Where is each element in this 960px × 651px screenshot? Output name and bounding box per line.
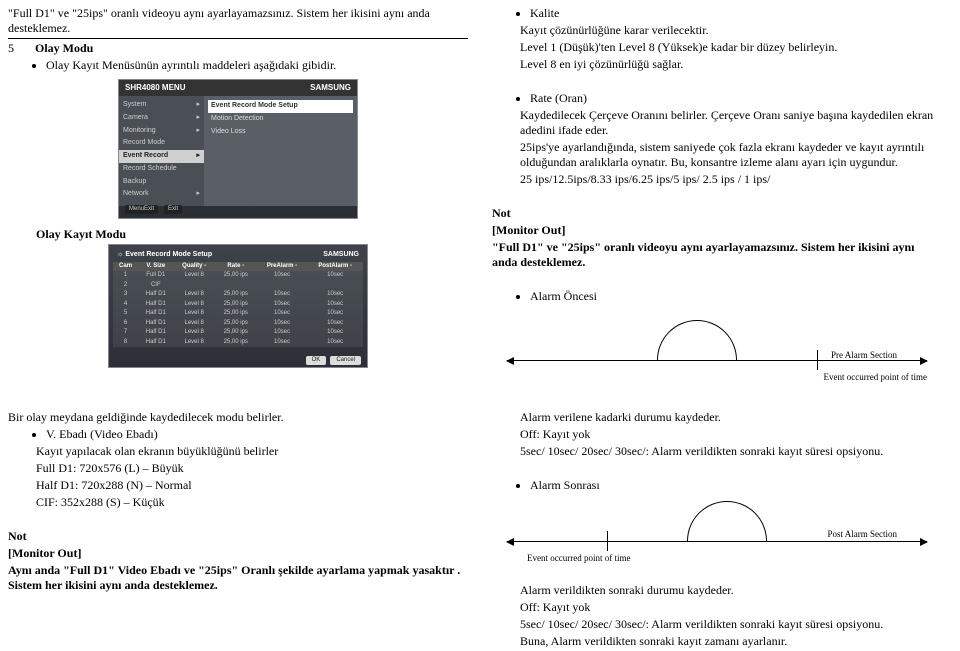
samsung-logo-2: SAMSUNG	[323, 251, 359, 260]
post-alarm-diagram: Post Alarm Section Event occurred point …	[507, 499, 927, 569]
side-network: Network▸	[119, 188, 204, 201]
menu-motion: Motion Detection	[208, 113, 353, 126]
right-column: Kalite Kayıt çözünürlüğüne karar verilec…	[492, 4, 942, 404]
item-5-row: 5 Olay Modu	[8, 41, 468, 56]
lower-left-column: Bir olay meydana geldiğinde kaydedilecek…	[8, 408, 468, 651]
th-rate: Rate -	[215, 262, 257, 272]
olay-sub-item: Olay Kayıt Menüsünün ayrıntılı maddeleri…	[46, 58, 468, 73]
rb1: Alarm verildikten sonraki durumu kaydede…	[520, 583, 942, 598]
vebadi: V. Ebadı (Video Ebadı)	[46, 427, 158, 441]
tbl-title: ☼ Event Record Mode Setup SAMSUNG	[113, 249, 363, 262]
kalite: Kalite	[530, 6, 559, 20]
ve4: CIF: 352x288 (S) – Küçük	[36, 495, 468, 510]
vebadi-item: V. Ebadı (Video Ebadı)	[46, 427, 468, 442]
ve1: Kayıt yapılacak olan ekranın büyüklüğünü…	[36, 444, 468, 459]
timeline-arrow-2	[507, 541, 927, 542]
tbl-title-text: Event Record Mode Setup	[125, 251, 212, 258]
lower-right-column: Alarm verilene kadarki durumu kaydeder. …	[492, 408, 942, 651]
side-eventrecord: Event Record▸	[119, 150, 204, 163]
rb4: Buna, Alarm verildikten sonraki kayıt za…	[520, 634, 942, 649]
table-head-row: Cam V. Size Quality - Rate - PreAlarm - …	[113, 262, 363, 272]
rate: Rate (Oran)	[530, 91, 587, 105]
rate-item: Rate (Oran)	[530, 91, 942, 106]
not-lower-label: Not	[8, 529, 468, 544]
ok-button: OK	[306, 356, 327, 366]
table-row: 1Full D1Level 825,00 ips10sec10sec	[113, 271, 363, 281]
event-table-screenshot: ☼ Event Record Mode Setup SAMSUNG Cam V.…	[108, 244, 368, 368]
rt2: Off: Kayıt yok	[520, 427, 942, 442]
cancel-button: Cancel	[330, 356, 361, 366]
side-recordschedule: Record Schedule	[119, 163, 204, 176]
table-row: 6Half D1Level 825,00 ips10sec10sec	[113, 319, 363, 329]
top-note: "Full D1" ve "25ips" oranlı videoyu aynı…	[8, 6, 468, 36]
lower-left-1: Bir olay meydana geldiğinde kaydedilecek…	[8, 410, 468, 425]
menu-hl: Event Record Mode Setup	[208, 100, 353, 113]
page-divider	[8, 38, 468, 39]
rate-t2: 25ips'ye ayarlandığında, sistem saniyede…	[520, 140, 942, 170]
kalite-t1: Kayıt çözünürlüğüne karar verilecektir.	[520, 23, 942, 38]
event-table: Cam V. Size Quality - Rate - PreAlarm - …	[113, 262, 363, 348]
menu-title-text: SHR4080 MENU	[125, 83, 185, 93]
rb2: Off: Kayıt yok	[520, 600, 942, 615]
table-row: 2CIF	[113, 281, 363, 291]
menu-video-loss: Video Loss	[208, 126, 353, 139]
th-vsize: V. Size	[138, 262, 173, 272]
table-row: 7Half D1Level 825,00 ips10sec10sec	[113, 328, 363, 338]
rt1: Alarm verilene kadarki durumu kaydeder.	[520, 410, 942, 425]
menu-foot-2: Exit	[164, 205, 182, 215]
alarm-sonrasi: Alarm Sonrası	[530, 478, 600, 492]
monitor-out: [Monitor Out]	[492, 223, 942, 238]
rate-t3: 25 ips/12.5ips/8.33 ips/6.25 ips/5 ips/ …	[520, 172, 942, 187]
table-row: 5Half D1Level 825,00 ips10sec10sec	[113, 309, 363, 319]
table-row: 8Half D1Level 825,00 ips10sec10sec	[113, 338, 363, 348]
kalite-t3: Level 8 en iyi çözünürlüğü sağlar.	[520, 57, 942, 72]
mout-lower: [Monitor Out]	[8, 546, 468, 561]
alarm-sonrasi-item: Alarm Sonrası	[530, 478, 942, 493]
olay-kayit-modu: Olay Kayıt Modu	[36, 227, 468, 242]
shr-menu-screenshot: SHR4080 MENU SAMSUNG System▸ Camera▸ Mon…	[118, 79, 358, 219]
event-point-label: Event occurred point of time	[824, 372, 927, 383]
side-camera: Camera▸	[119, 112, 204, 125]
side-system: System▸	[119, 99, 204, 112]
left-column: "Full D1" ve "25ips" oranlı videoyu aynı…	[8, 4, 468, 404]
rb3: 5sec/ 10sec/ 20sec/ 30sec/: Alarm verild…	[520, 617, 942, 632]
ve3: Half D1: 720x288 (N) – Normal	[36, 478, 468, 493]
alarm-oncesi: Alarm Öncesi	[530, 289, 597, 303]
event-tick-2	[607, 531, 608, 551]
event-point-label-2: Event occurred point of time	[527, 553, 630, 564]
menu-main: Event Record Mode Setup Motion Detection…	[204, 96, 357, 206]
not-label: Not	[492, 206, 942, 221]
th-cam: Cam	[113, 262, 138, 272]
kalite-t2: Level 1 (Düşük)'ten Level 8 (Yüksek)e ka…	[520, 40, 942, 55]
th-prealarm: PreAlarm -	[257, 262, 308, 272]
event-tick	[817, 350, 818, 370]
side-backup: Backup	[119, 176, 204, 189]
alarm-oncesi-item: Alarm Öncesi	[530, 289, 942, 304]
menu-footer: MenuExit Exit	[119, 203, 357, 217]
pre-alarm-diagram: Pre Alarm Section Event occurred point o…	[507, 310, 927, 390]
not-lower-text: Aynı anda "Full D1" Video Ebadı ve "25ip…	[8, 563, 468, 593]
rate-t1: Kaydedilecek Çerçeve Oranını belirler. Ç…	[520, 108, 942, 138]
pre-alarm-label: Pre Alarm Section	[831, 350, 897, 361]
menu-side: System▸ Camera▸ Monitoring▸ Record Mode …	[119, 96, 204, 206]
table-row: 4Half D1Level 825,00 ips10sec10sec	[113, 300, 363, 310]
ve2: Full D1: 720x576 (L) – Büyük	[36, 461, 468, 476]
side-recordmode: Record Mode	[119, 137, 204, 150]
samsung-logo: SAMSUNG	[310, 83, 351, 93]
kalite-item: Kalite	[530, 6, 942, 21]
olay-sub: Olay Kayıt Menüsünün ayrıntılı maddeleri…	[46, 58, 336, 72]
not-text: "Full D1" ve "25ips" oranlı videoyu aynı…	[492, 240, 942, 270]
menu-foot-1: MenuExit	[125, 205, 158, 215]
side-monitoring: Monitoring▸	[119, 125, 204, 138]
table-row: 3Half D1Level 825,00 ips10sec10sec	[113, 290, 363, 300]
menu-title: SHR4080 MENU SAMSUNG	[119, 80, 357, 96]
table-buttons: OK Cancel	[306, 356, 361, 366]
item-5-num: 5	[8, 41, 14, 55]
th-quality: Quality -	[174, 262, 215, 272]
post-alarm-label: Post Alarm Section	[828, 529, 898, 540]
rt3: 5sec/ 10sec/ 20sec/ 30sec/: Alarm verild…	[520, 444, 942, 459]
th-postalarm: PostAlarm -	[307, 262, 363, 272]
olay-modu: Olay Modu	[35, 41, 93, 55]
